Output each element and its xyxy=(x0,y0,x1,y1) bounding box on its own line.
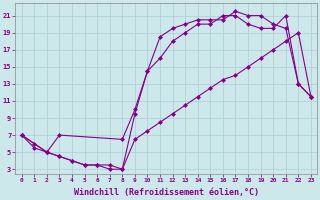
X-axis label: Windchill (Refroidissement éolien,°C): Windchill (Refroidissement éolien,°C) xyxy=(74,188,259,197)
